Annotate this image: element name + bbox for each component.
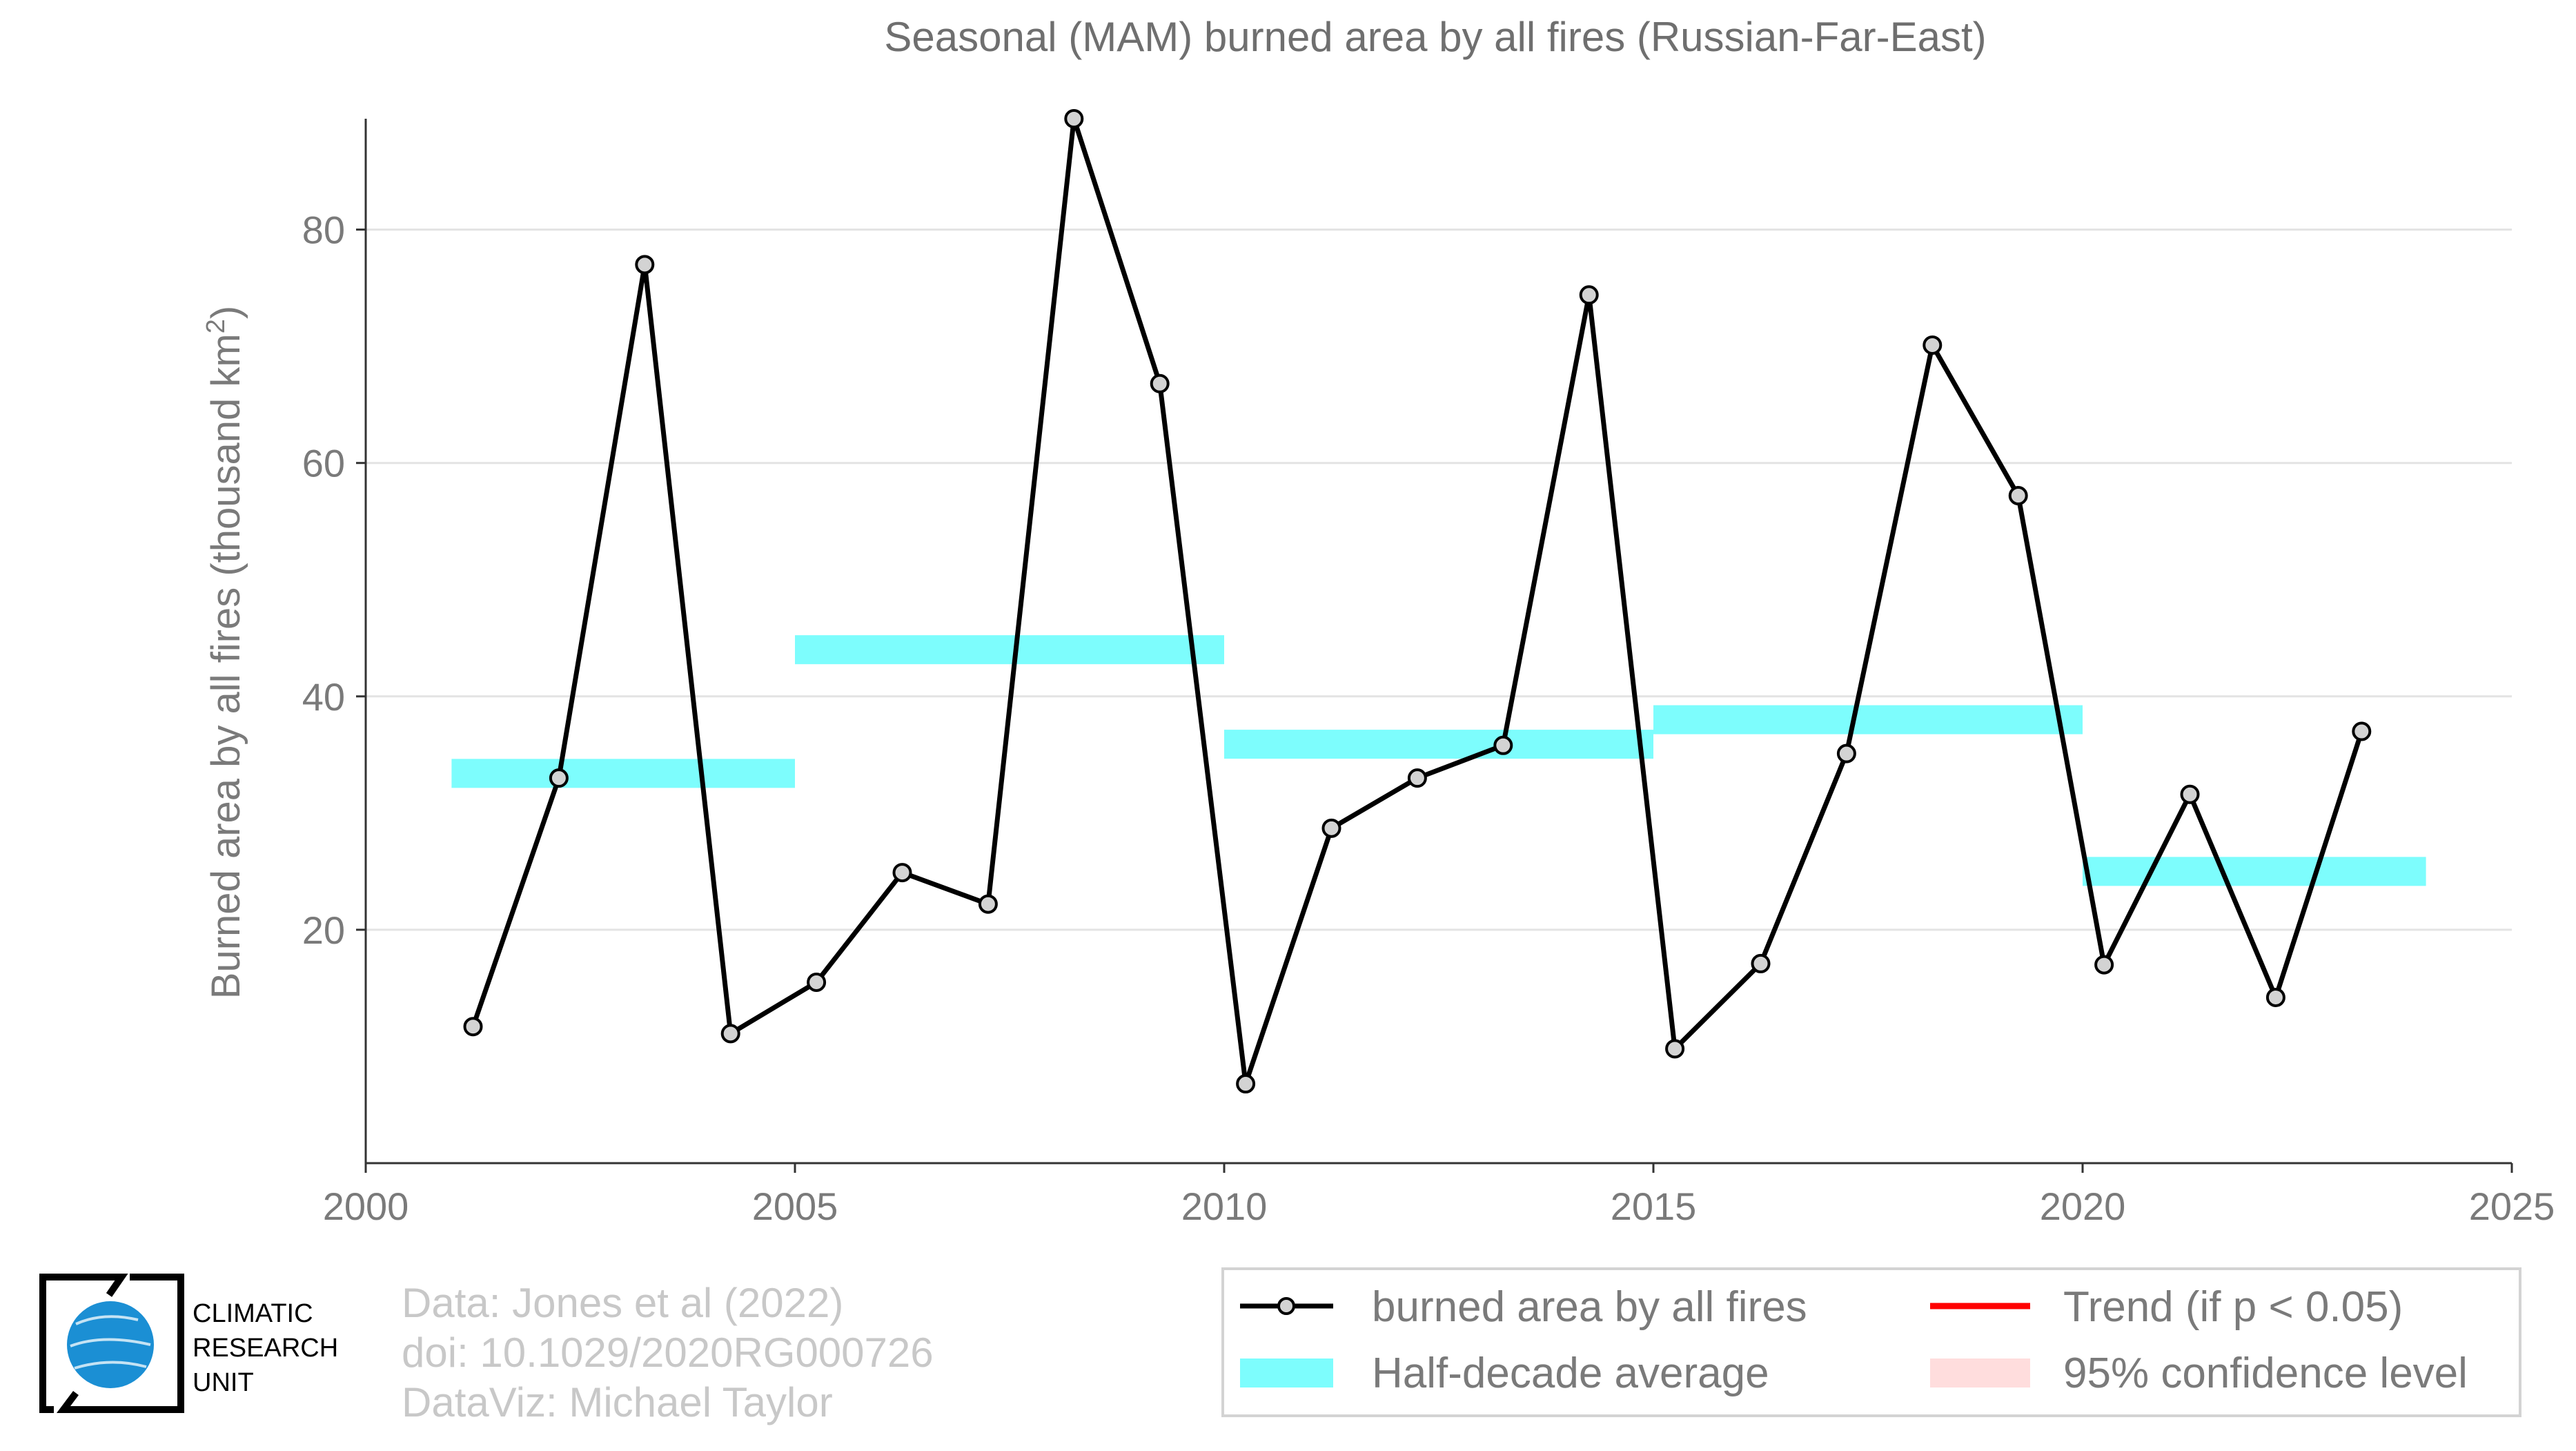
half-decade-bar-2015 [1653,705,2083,734]
data-point-2012 [1407,768,1427,788]
data-point-2022 [2265,987,2285,1007]
data-point-2004 [720,1024,740,1044]
data-point-2002 [549,768,569,788]
x-tick-label-2020: 2020 [2040,1185,2126,1228]
y-tick-label-20: 20 [302,908,345,952]
credit-doi: doi: 10.1029/2020RG000726 [402,1330,934,1376]
data-point-2014 [1579,285,1599,305]
y-axis-label-close: ) [204,306,248,319]
data-point-2019 [2008,486,2028,506]
grid [366,228,2512,931]
legend-label-confidence: 95% confidence level [2063,1350,2468,1397]
data-point-2006 [892,863,912,883]
logo-text-unit: UNIT [193,1368,254,1397]
half-decade-averages [451,635,2426,886]
cru-logo: CLIMATIC RESEARCH UNIT [39,1274,338,1413]
data-point-2001 [463,1017,483,1037]
credit-dataviz: DataViz: Michael Taylor [402,1379,833,1425]
data-point-2011 [1321,818,1341,838]
logo-text-climatic: CLIMATIC [193,1299,313,1328]
data-point-2008 [1064,109,1084,128]
legend-marker-swatch [1277,1297,1295,1315]
series-line-0 [471,116,2364,1087]
data-point-2005 [807,972,827,992]
legend-label-average: Half-decade average [1372,1350,1769,1397]
y-axis-label: Burned area by all fires (thousand km2) [201,306,248,999]
data-point-2007 [978,894,998,914]
series-layer [463,109,2372,1094]
chart-title: Seasonal (MAM) burned area by all fires … [884,14,1986,60]
logo-text-research: RESEARCH [193,1334,338,1363]
axes: 20 40 60 80 2000 2005 2010 2015 2020 2025 [302,119,2555,1228]
half-decade-bar-2005 [795,635,1224,665]
legend-frame [1221,1267,2521,1417]
x-tick-label-2005: 2005 [752,1185,838,1228]
data-point-2021 [2180,784,2200,804]
half-decade-bar-2001 [451,759,795,788]
y-tick-label-80: 80 [302,208,345,252]
data-point-2016 [1751,953,1771,973]
y-axis-label-main: Burned area by all fires (thousand km [204,333,248,999]
data-point-2009 [1150,373,1170,393]
data-point-2003 [635,255,655,275]
y-axis-label-sup: 2 [201,319,230,333]
data-point-2020 [2094,955,2114,975]
data-point-2023 [2352,721,2372,741]
x-tick-label-2010: 2010 [1181,1185,1268,1228]
data-point-2015 [1665,1039,1685,1059]
x-tick-label-2025: 2025 [2469,1185,2555,1228]
half-decade-bar-2010 [1224,730,1653,759]
legend: burned area by all fires Half-decade ave… [1221,1267,2521,1417]
legend-average-swatch [1240,1359,1333,1387]
half-decade-bar-2020 [2083,857,2426,886]
x-tick-label-2015: 2015 [1611,1185,1697,1228]
logo-frame [39,1274,184,1413]
data-point-2013 [1493,735,1513,755]
data-point-2017 [1836,743,1856,763]
data-point-2010 [1236,1074,1256,1094]
y-tick-label-40: 40 [302,675,345,719]
legend-label-trend: Trend (if p < 0.05) [2063,1283,2403,1331]
legend-confidence-swatch [1930,1359,2030,1387]
logo-globe [67,1301,154,1388]
y-tick-label-60: 60 [302,442,345,485]
credit-data: Data: Jones et al (2022) [402,1280,843,1326]
x-tick-label-2000: 2000 [323,1185,409,1228]
legend-label-series: burned area by all fires [1372,1283,1807,1331]
logo-globe-lines [70,1315,151,1370]
data-point-2018 [1923,335,1943,355]
